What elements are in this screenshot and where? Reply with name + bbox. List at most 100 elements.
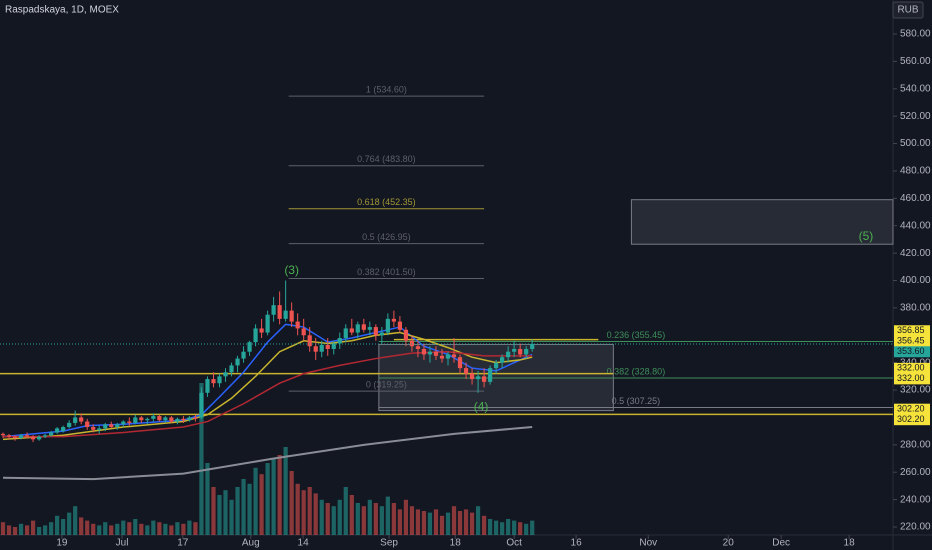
y-tick-label: 320.00 <box>900 385 931 396</box>
volume-bar <box>103 522 108 535</box>
fib-label: 0.382 (328.80) <box>607 366 666 376</box>
candle-body <box>79 417 84 422</box>
volume-bar <box>199 383 204 535</box>
candle-body <box>265 314 270 333</box>
candle-body <box>421 348 427 355</box>
candle-body <box>199 392 204 418</box>
candle-body <box>337 338 342 344</box>
volume-bar <box>494 520 499 535</box>
range-box <box>630 199 894 245</box>
candle-body <box>241 351 246 359</box>
volume-bar <box>193 522 198 535</box>
candle-body <box>157 416 162 421</box>
y-tick-label: 520.00 <box>900 111 931 122</box>
candle-body <box>24 435 30 437</box>
fib-label: 0 (319.25) <box>366 379 407 389</box>
volume-bar <box>175 522 180 535</box>
price-label: 356.45 <box>897 336 925 346</box>
y-tick-label: 240.00 <box>900 494 931 505</box>
y-tick-label: 420.00 <box>900 248 931 259</box>
volume-bar <box>289 471 294 535</box>
y-tick-label: 540.00 <box>900 83 931 94</box>
candle-body <box>481 376 487 382</box>
candle-body <box>379 332 384 336</box>
candle-body <box>12 436 18 438</box>
candle-body <box>343 328 348 339</box>
volume-bar <box>475 506 481 535</box>
candle-body <box>433 351 439 356</box>
volume-bar <box>337 499 342 535</box>
volume-bar <box>12 527 18 535</box>
candle-body <box>67 422 72 428</box>
volume-bar <box>361 506 366 535</box>
volume-bar <box>223 490 228 535</box>
volume-bar <box>343 487 348 535</box>
fib-label: 0.382 (401.50) <box>357 267 416 277</box>
x-tick-label: 19 <box>56 538 68 549</box>
volume-bar <box>457 511 463 535</box>
candle-body <box>36 436 42 440</box>
fib-label: 0.618 (452.35) <box>357 197 416 207</box>
candle-body <box>271 305 276 315</box>
x-tick-label: 16 <box>571 538 583 549</box>
volume-bar <box>24 525 30 535</box>
currency-box[interactable] <box>892 1 924 19</box>
volume-bar <box>36 527 42 535</box>
candle-body <box>512 348 517 352</box>
candle-body <box>439 355 445 359</box>
candle-body <box>18 435 24 438</box>
volume-bar <box>157 522 162 535</box>
price-label-bg <box>894 346 930 358</box>
volume-bar <box>6 525 12 535</box>
volume-bar <box>481 515 487 535</box>
candle-body <box>469 373 475 380</box>
candle-body <box>277 305 282 319</box>
price-label-bg <box>894 414 930 426</box>
price-label-bg <box>894 403 930 415</box>
price-label: 302.20 <box>897 404 925 414</box>
volume-bar <box>211 487 216 535</box>
candle-body <box>85 421 90 428</box>
y-tick-label: 480.00 <box>900 166 931 177</box>
volume-bar <box>169 525 174 535</box>
candle-body <box>217 376 222 384</box>
currency[interactable]: RUB <box>897 5 918 16</box>
volume-bar <box>463 509 469 535</box>
y-tick-label: 220.00 <box>900 522 931 533</box>
volume-bar <box>235 487 240 535</box>
volume-bar <box>121 520 126 535</box>
candle-body <box>97 428 102 430</box>
volume-bar <box>451 506 457 535</box>
plot: 1 (534.60) 0.764 (483.80) 0.618 (452.35) 0.… <box>0 85 894 535</box>
volume-bar <box>500 522 505 535</box>
volume-bar <box>229 499 234 535</box>
volume-bar <box>127 522 132 535</box>
volume-bar <box>367 499 372 535</box>
candle-body <box>355 324 360 333</box>
volume-bar <box>73 506 78 535</box>
candle-body <box>205 379 210 393</box>
wave-label: (4) <box>474 399 489 413</box>
fib-label: 0.764 (483.80) <box>357 154 416 164</box>
ma-long <box>2 426 533 481</box>
x-tick-label: 18 <box>844 538 856 549</box>
volume-bar <box>415 509 421 535</box>
volume-bar <box>49 522 54 535</box>
candle-body <box>409 340 415 347</box>
volume-bar <box>253 467 258 535</box>
volume-bar <box>241 479 246 535</box>
volume-bar <box>379 506 384 535</box>
volume-bar <box>373 503 378 535</box>
price-label: 353.60 <box>897 346 925 356</box>
price-label: 332.00 <box>897 373 925 383</box>
price-label-bg <box>894 325 930 337</box>
volume-bar <box>469 512 475 535</box>
candle-body <box>49 432 54 436</box>
candle-body <box>319 344 324 352</box>
y-tick-label: 580.00 <box>900 29 931 40</box>
candle-body <box>313 346 318 352</box>
candle-body <box>445 354 451 359</box>
candle-body <box>109 424 114 428</box>
volume-bar <box>506 519 511 535</box>
